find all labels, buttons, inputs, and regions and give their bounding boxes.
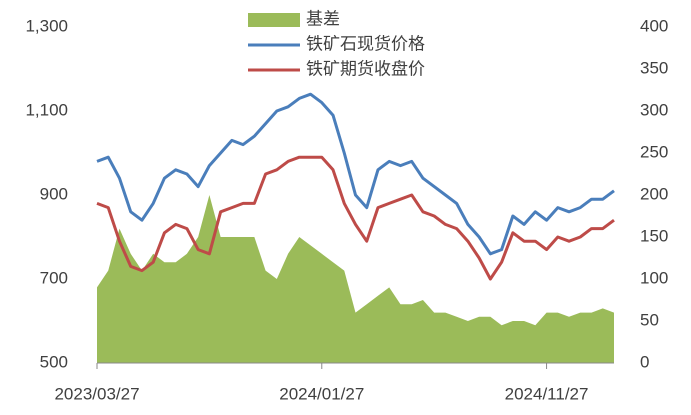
legend-label: 铁矿期货收盘价 bbox=[306, 59, 425, 78]
y-tick-label: 1,300 bbox=[25, 16, 68, 35]
y2-tick-label: 200 bbox=[640, 184, 668, 203]
y-tick-label: 900 bbox=[40, 184, 68, 203]
y-tick-label: 700 bbox=[40, 268, 68, 287]
y2-tick-label: 50 bbox=[640, 310, 659, 329]
legend-swatch bbox=[248, 13, 300, 27]
y2-tick-label: 400 bbox=[640, 16, 668, 35]
line bbox=[96, 92, 615, 256]
x-tick-label: 2024/11/27 bbox=[505, 384, 589, 403]
x-tick-label: 2024/01/27 bbox=[279, 384, 364, 403]
y2-tick-label: 100 bbox=[640, 268, 668, 287]
y-tick-label: 1,100 bbox=[25, 100, 68, 119]
y2-tick-label: 300 bbox=[640, 100, 668, 119]
y2-tick-label: 350 bbox=[640, 58, 668, 77]
y2-tick-label: 0 bbox=[640, 352, 649, 371]
legend-label: 基差 bbox=[306, 9, 340, 28]
y-tick-label: 500 bbox=[40, 352, 68, 371]
legend-label: 铁矿石现货价格 bbox=[306, 34, 425, 53]
y2-tick-label: 250 bbox=[640, 142, 668, 161]
area bbox=[97, 195, 614, 363]
line bbox=[96, 155, 615, 281]
x-tick-label: 2023/03/27 bbox=[54, 384, 139, 403]
y2-tick-label: 150 bbox=[640, 226, 668, 245]
